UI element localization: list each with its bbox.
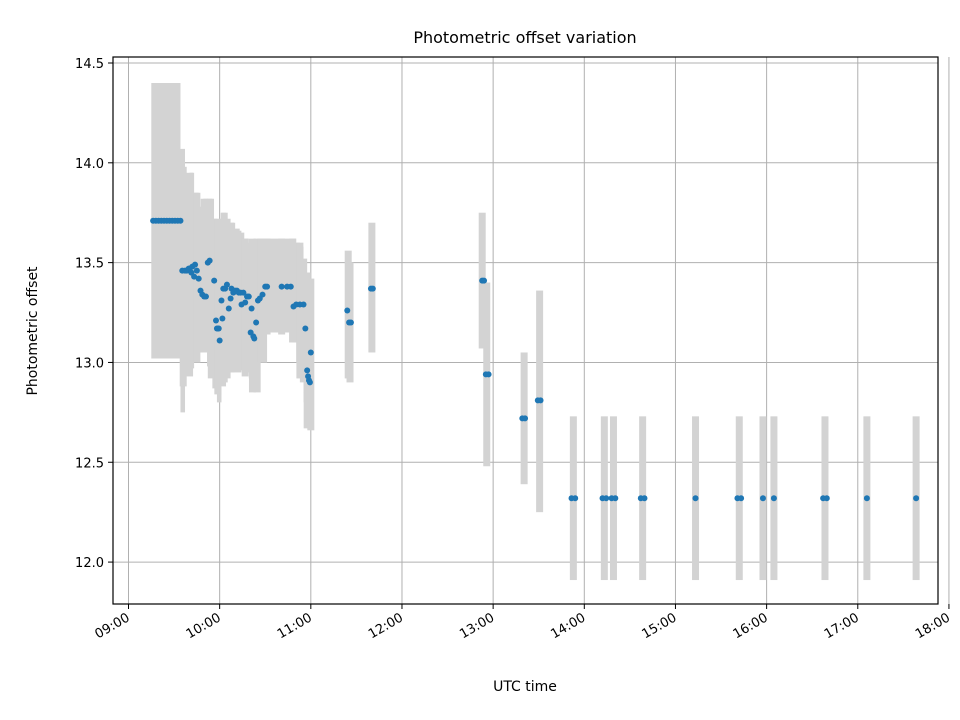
data-point bbox=[225, 305, 232, 312]
data-point bbox=[300, 301, 307, 308]
data-point bbox=[344, 307, 351, 314]
error-bar bbox=[296, 242, 304, 379]
data-point bbox=[641, 495, 648, 502]
data-point bbox=[913, 495, 920, 502]
error-bar bbox=[234, 230, 242, 373]
y-tick-label: 14.0 bbox=[75, 157, 104, 172]
data-point bbox=[251, 335, 258, 342]
data-point bbox=[770, 495, 777, 502]
data-point bbox=[264, 283, 271, 290]
data-points bbox=[150, 217, 920, 502]
error-bar bbox=[303, 272, 311, 429]
x-axis-label: UTC time bbox=[493, 679, 557, 695]
y-tick-label: 12.0 bbox=[75, 556, 104, 571]
data-point bbox=[304, 367, 311, 374]
data-point bbox=[259, 291, 266, 298]
data-point bbox=[307, 349, 314, 356]
y-tick-label: 14.5 bbox=[75, 57, 104, 72]
data-point bbox=[485, 371, 492, 378]
data-point bbox=[192, 261, 199, 268]
error-bar bbox=[220, 212, 228, 383]
data-point bbox=[177, 217, 184, 224]
y-tick-label: 13.0 bbox=[75, 356, 104, 371]
data-point bbox=[206, 257, 213, 264]
plot-area-frame bbox=[112, 56, 939, 605]
error-bar bbox=[248, 238, 256, 393]
data-point bbox=[218, 297, 225, 304]
data-point bbox=[603, 495, 610, 502]
data-point bbox=[195, 275, 202, 282]
data-point bbox=[572, 495, 579, 502]
data-point bbox=[863, 495, 870, 502]
data-point bbox=[537, 397, 544, 404]
y-axis-ticks: 12.0 12.5 13.0 13.5 14.0 14.5 bbox=[75, 57, 113, 571]
y-axis-label: Photometric offset bbox=[25, 266, 41, 396]
data-point bbox=[216, 337, 223, 344]
chart-title: Photometric offset variation bbox=[413, 28, 636, 47]
data-point bbox=[242, 299, 249, 306]
data-point bbox=[369, 285, 376, 292]
data-point bbox=[219, 315, 226, 322]
data-point bbox=[248, 305, 255, 312]
data-point bbox=[240, 289, 247, 296]
error-bar bbox=[179, 166, 187, 387]
data-point bbox=[481, 277, 488, 284]
error-bar bbox=[207, 198, 215, 367]
data-point bbox=[245, 293, 252, 300]
data-point bbox=[823, 495, 830, 502]
error-bar bbox=[200, 198, 208, 353]
data-point bbox=[278, 283, 285, 290]
data-point bbox=[306, 379, 313, 386]
data-point bbox=[223, 281, 230, 288]
data-point bbox=[522, 415, 529, 422]
data-point bbox=[253, 319, 260, 326]
data-point bbox=[215, 325, 222, 332]
error-bar bbox=[214, 218, 222, 395]
data-point bbox=[193, 267, 200, 274]
data-point bbox=[759, 495, 766, 502]
data-point bbox=[213, 317, 220, 324]
data-point bbox=[191, 273, 198, 280]
error-bar bbox=[289, 238, 297, 343]
y-tick-label: 13.5 bbox=[75, 257, 104, 272]
data-point bbox=[612, 495, 619, 502]
data-point bbox=[302, 325, 309, 332]
error-bar bbox=[241, 238, 249, 377]
data-point bbox=[202, 293, 209, 300]
data-point bbox=[347, 319, 354, 326]
data-point bbox=[738, 495, 745, 502]
y-tick-label: 12.5 bbox=[75, 456, 104, 471]
data-point bbox=[211, 277, 218, 284]
data-point bbox=[692, 495, 699, 502]
data-point bbox=[227, 295, 234, 302]
data-point bbox=[287, 283, 294, 290]
